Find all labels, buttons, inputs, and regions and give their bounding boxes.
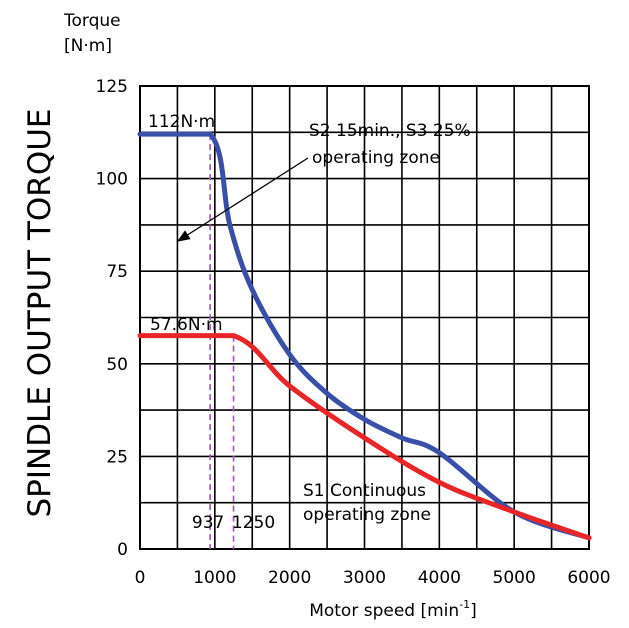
y-tick-label: 50: [106, 355, 128, 375]
y-axis-label-line1: Torque: [63, 11, 121, 31]
x-tick-label: 3000: [343, 568, 386, 588]
y-tick-label: 75: [106, 262, 128, 282]
x-tick-label: 4000: [418, 568, 461, 588]
y-tick-label: 125: [96, 77, 128, 97]
grid: [139, 85, 590, 550]
series-line-s2: [137, 131, 592, 541]
x-tick-label: 5000: [493, 568, 536, 588]
speed-markers: 937 1250: [192, 134, 275, 549]
x-tick-label: 1000: [193, 568, 236, 588]
x-tick-label: 2000: [268, 568, 311, 588]
y-tick-label: 100: [96, 170, 128, 190]
side-label: SPINDLE OUTPUT TORQUE: [22, 108, 58, 517]
s2-value-label: 112N·m: [148, 112, 215, 132]
x-axis-label: Motor speed [min-1]: [309, 598, 477, 621]
series-lines: [137, 131, 592, 541]
x-tick-label: 0: [135, 568, 146, 588]
tick-labels: 0 1000 2000 3000 4000 5000 6000 0 25 50 75 100 125: [96, 77, 611, 588]
speed-marker-label: 937: [192, 513, 224, 533]
speed-marker-label: 1250: [232, 513, 275, 533]
s1-value-label: 57.6N·m: [150, 315, 223, 335]
y-tick-label: 25: [106, 447, 128, 467]
y-tick-label: 0: [117, 540, 128, 560]
series-line-s1: [137, 333, 592, 541]
s2-zone-arrow: [176, 157, 309, 242]
x-tick-label: 6000: [567, 568, 610, 588]
s2-zone-label-line2: operating zone: [312, 148, 440, 168]
s1-zone-label-line2: operating zone: [303, 505, 431, 525]
s2-zone-label-line1: S2 15min., S3 25%: [309, 121, 471, 141]
y-axis-label-line2: [N·m]: [64, 36, 112, 56]
s1-zone-label-line1: S1 Continuous: [303, 481, 426, 501]
